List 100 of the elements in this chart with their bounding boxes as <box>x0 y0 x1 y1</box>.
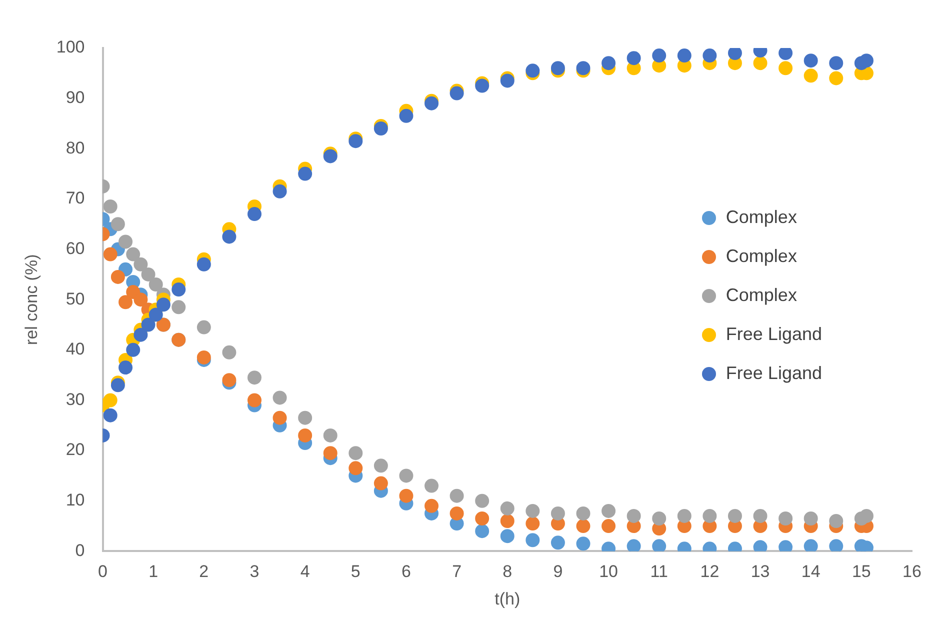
point <box>829 514 844 528</box>
point <box>652 48 666 63</box>
point <box>134 328 148 342</box>
point <box>500 74 514 88</box>
point <box>753 508 768 523</box>
point <box>148 308 163 322</box>
point <box>602 504 616 518</box>
x-tick-label: 12 <box>700 562 720 582</box>
point <box>103 393 118 408</box>
point <box>829 539 844 552</box>
point <box>196 257 211 272</box>
point <box>103 200 118 214</box>
point <box>500 501 514 516</box>
point <box>323 446 338 460</box>
point <box>272 390 287 405</box>
point <box>222 373 236 388</box>
point <box>126 247 140 262</box>
point <box>424 478 439 493</box>
point <box>526 64 540 78</box>
point <box>626 51 641 66</box>
point <box>450 488 464 503</box>
point <box>196 350 211 364</box>
point <box>778 61 793 76</box>
point <box>374 458 388 473</box>
point <box>141 318 156 332</box>
point <box>526 504 540 518</box>
point <box>526 533 540 548</box>
point <box>576 61 590 76</box>
point <box>859 508 874 523</box>
point <box>753 56 768 70</box>
point <box>134 292 148 307</box>
point <box>500 514 514 528</box>
point <box>626 539 641 552</box>
y-tick-label: 90 <box>66 88 85 108</box>
x-tick-label: 1 <box>148 562 158 582</box>
legend-label: Complex <box>726 285 797 306</box>
point <box>118 234 133 249</box>
point <box>475 494 490 508</box>
point <box>602 519 616 534</box>
y-tick-label: 30 <box>66 390 85 409</box>
point <box>576 519 590 534</box>
point <box>348 134 363 148</box>
point <box>576 506 590 520</box>
point <box>576 536 590 551</box>
y-tick-label: 70 <box>66 188 85 208</box>
point <box>652 511 666 526</box>
point <box>728 48 742 60</box>
point <box>804 54 818 68</box>
x-tick-label: 8 <box>502 562 512 582</box>
point <box>110 270 125 284</box>
point <box>272 184 287 198</box>
point <box>148 278 163 292</box>
point <box>222 230 236 244</box>
x-tick-label: 16 <box>902 562 922 582</box>
point <box>141 267 156 282</box>
legend-label: Complex <box>726 246 797 267</box>
x-tick-label: 6 <box>401 562 411 582</box>
y-tick-label: 60 <box>66 238 85 258</box>
point <box>172 282 186 297</box>
point <box>103 408 118 422</box>
point <box>829 56 844 70</box>
x-tick-label: 10 <box>599 562 618 582</box>
point <box>374 476 388 490</box>
point <box>677 48 692 63</box>
point <box>550 61 565 76</box>
x-tick-label: 14 <box>801 562 820 582</box>
y-tick-label: 10 <box>66 490 85 510</box>
point <box>602 56 616 70</box>
y-axis-title: rel conc (%) <box>22 254 41 345</box>
point <box>550 506 565 520</box>
point <box>859 54 874 68</box>
point <box>804 539 818 552</box>
point <box>450 506 464 520</box>
point <box>323 149 338 164</box>
y-tick-label: 0 <box>75 540 85 560</box>
point <box>475 511 490 526</box>
point <box>247 207 262 222</box>
point <box>652 539 666 552</box>
point <box>222 345 236 360</box>
point <box>804 68 818 83</box>
point <box>110 378 125 392</box>
point <box>348 446 363 460</box>
point <box>399 108 414 123</box>
point <box>804 511 818 526</box>
point <box>298 428 312 442</box>
x-tick-label: 7 <box>452 562 462 582</box>
x-tick-label: 13 <box>750 562 770 582</box>
point <box>134 257 148 272</box>
x-tick-label: 0 <box>98 562 108 582</box>
point <box>526 516 540 531</box>
x-tick-label: 5 <box>350 562 360 582</box>
point <box>399 488 414 503</box>
y-tick-label: 100 <box>56 38 85 57</box>
point <box>424 96 439 110</box>
point <box>702 508 717 523</box>
point <box>778 511 793 526</box>
point <box>118 360 133 375</box>
point <box>323 428 338 442</box>
point <box>103 247 118 262</box>
y-tick-label: 80 <box>66 138 85 158</box>
